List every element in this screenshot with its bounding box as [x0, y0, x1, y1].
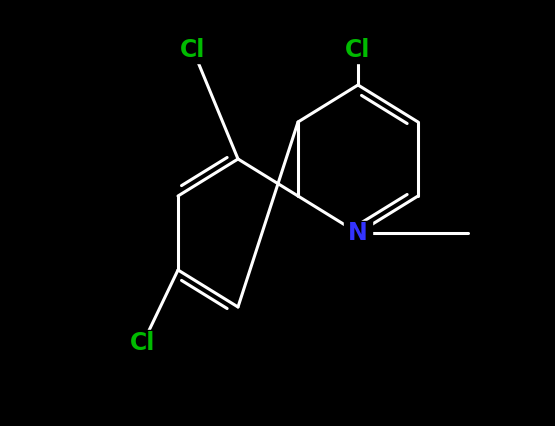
Text: Cl: Cl: [130, 331, 156, 355]
Bar: [173, 37, 213, 63]
Bar: [123, 330, 163, 356]
Text: Cl: Cl: [180, 38, 206, 62]
Text: N: N: [348, 221, 368, 245]
Bar: [344, 221, 372, 245]
Bar: [338, 37, 378, 63]
Text: Cl: Cl: [345, 38, 371, 62]
